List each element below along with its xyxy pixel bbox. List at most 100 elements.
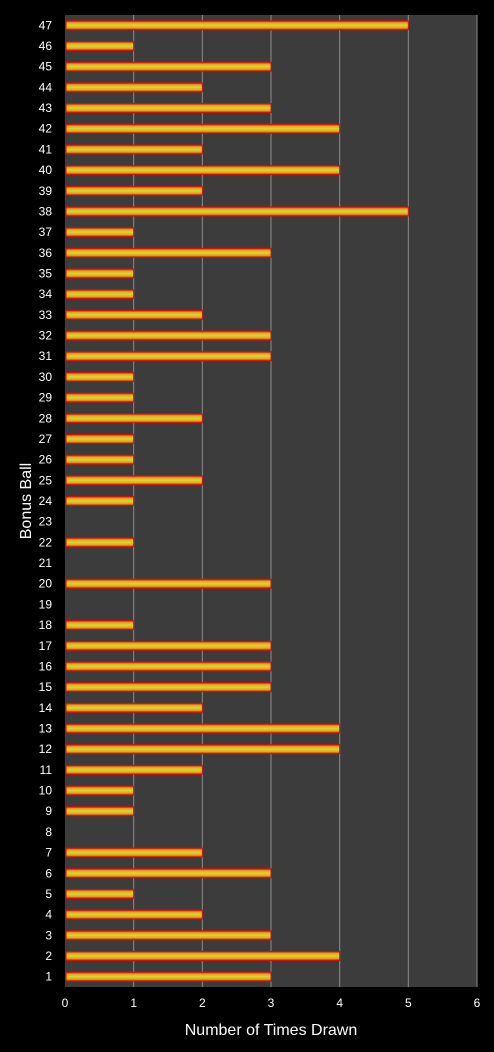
y-tick-label: 17 <box>39 639 53 653</box>
bar-ball-33 <box>65 309 203 320</box>
y-tick-label: 2 <box>45 949 52 963</box>
y-tick-label: 32 <box>39 329 53 343</box>
y-tick-label: 4 <box>45 908 52 922</box>
bar-ball-1 <box>65 971 272 982</box>
bar-ball-30 <box>65 371 135 382</box>
y-tick-label: 25 <box>39 473 53 487</box>
bar-ball-41 <box>65 144 203 155</box>
y-tick-label: 40 <box>39 163 53 177</box>
bar-ball-35 <box>65 268 135 279</box>
y-tick-label: 42 <box>39 122 53 136</box>
bar-ball-26 <box>65 454 135 465</box>
y-tick-label: 43 <box>39 101 53 115</box>
y-tick-label: 13 <box>39 721 53 735</box>
bar-ball-25 <box>65 475 203 486</box>
y-tick-label: 16 <box>39 659 53 673</box>
y-axis-label: Bonus Ball <box>18 463 35 540</box>
bar-ball-16 <box>65 661 272 672</box>
y-tick-label: 33 <box>39 308 53 322</box>
y-tick-label: 35 <box>39 267 53 281</box>
bar-ball-22 <box>65 537 135 548</box>
bar-ball-5 <box>65 888 135 899</box>
y-tick-label: 19 <box>39 597 53 611</box>
bar-ball-3 <box>65 930 272 941</box>
y-tick-label: 24 <box>39 494 53 508</box>
y-tick-label: 21 <box>39 556 53 570</box>
bar-ball-27 <box>65 433 135 444</box>
bar-ball-45 <box>65 61 272 72</box>
y-tick-label: 26 <box>39 453 53 467</box>
bar-ball-4 <box>65 909 203 920</box>
x-axis-label: Number of Times Drawn <box>185 1022 358 1039</box>
y-tick-label: 20 <box>39 577 53 591</box>
bar-ball-32 <box>65 330 272 341</box>
bar-ball-44 <box>65 82 203 93</box>
x-tick-label: 2 <box>199 996 206 1010</box>
bar-ball-13 <box>65 723 341 734</box>
y-tick-label: 44 <box>39 80 53 94</box>
bar-ball-18 <box>65 620 135 631</box>
y-tick-label: 14 <box>39 701 53 715</box>
y-tick-label: 46 <box>39 39 53 53</box>
y-tick-label: 41 <box>39 142 53 156</box>
grid-lines <box>133 15 478 987</box>
x-tick-label: 5 <box>405 996 412 1010</box>
bar-ball-46 <box>65 41 135 52</box>
bar-ball-24 <box>65 496 135 506</box>
y-tick-label: 30 <box>39 370 53 384</box>
y-tick-label: 28 <box>39 411 53 425</box>
bar-ball-28 <box>65 413 203 424</box>
y-tick-label: 31 <box>39 349 53 363</box>
x-tick-label: 3 <box>268 996 275 1010</box>
bar-ball-43 <box>65 103 272 114</box>
y-tick-label: 27 <box>39 432 53 446</box>
x-tick-label: 4 <box>336 996 343 1010</box>
bar-ball-42 <box>65 123 341 134</box>
y-tick-label: 12 <box>39 742 53 756</box>
y-tick-label: 47 <box>39 18 53 32</box>
y-tick-label: 7 <box>45 846 52 860</box>
bars <box>65 20 409 982</box>
bar-ball-11 <box>65 764 203 775</box>
bar-ball-7 <box>65 847 203 858</box>
y-tick-label: 34 <box>39 287 53 301</box>
y-tick-label: 6 <box>45 866 52 880</box>
bar-ball-20 <box>65 578 272 589</box>
y-tick-label: 3 <box>45 928 52 942</box>
y-tick-label: 39 <box>39 184 53 198</box>
bar-ball-29 <box>65 392 135 403</box>
bar-ball-2 <box>65 950 341 961</box>
y-tick-label: 23 <box>39 515 53 529</box>
y-tick-label: 29 <box>39 391 53 405</box>
y-tick-label: 45 <box>39 60 53 74</box>
bar-ball-15 <box>65 682 272 693</box>
bar-ball-31 <box>65 351 272 362</box>
bar-ball-6 <box>65 868 272 879</box>
bar-ball-39 <box>65 185 203 196</box>
y-tick-label: 36 <box>39 246 53 260</box>
y-tick-label: 8 <box>45 825 52 839</box>
y-tick-labels: 1234567891011121314151617181920212223242… <box>39 18 53 983</box>
y-tick-label: 11 <box>40 763 53 777</box>
x-tick-label: 0 <box>62 996 69 1010</box>
x-tick-label: 1 <box>130 996 137 1010</box>
bar-ball-34 <box>65 289 135 300</box>
y-tick-label: 22 <box>39 535 53 549</box>
x-tick-label: 6 <box>474 996 481 1010</box>
y-tick-label: 38 <box>39 204 53 218</box>
y-tick-label: 18 <box>39 618 53 632</box>
bar-ball-37 <box>65 227 135 238</box>
y-tick-label: 1 <box>45 970 52 984</box>
bar-ball-12 <box>65 744 341 755</box>
y-tick-label: 37 <box>39 225 53 239</box>
bar-ball-47 <box>65 20 409 31</box>
y-tick-label: 15 <box>39 680 53 694</box>
bar-ball-38 <box>65 206 409 217</box>
y-tick-label: 5 <box>45 887 52 901</box>
bar-ball-17 <box>65 640 272 651</box>
y-tick-label: 9 <box>45 804 52 818</box>
bar-ball-14 <box>65 702 203 713</box>
bar-ball-10 <box>65 785 135 796</box>
x-tick-labels: 0 1 2 3 4 5 6 <box>62 996 481 1010</box>
